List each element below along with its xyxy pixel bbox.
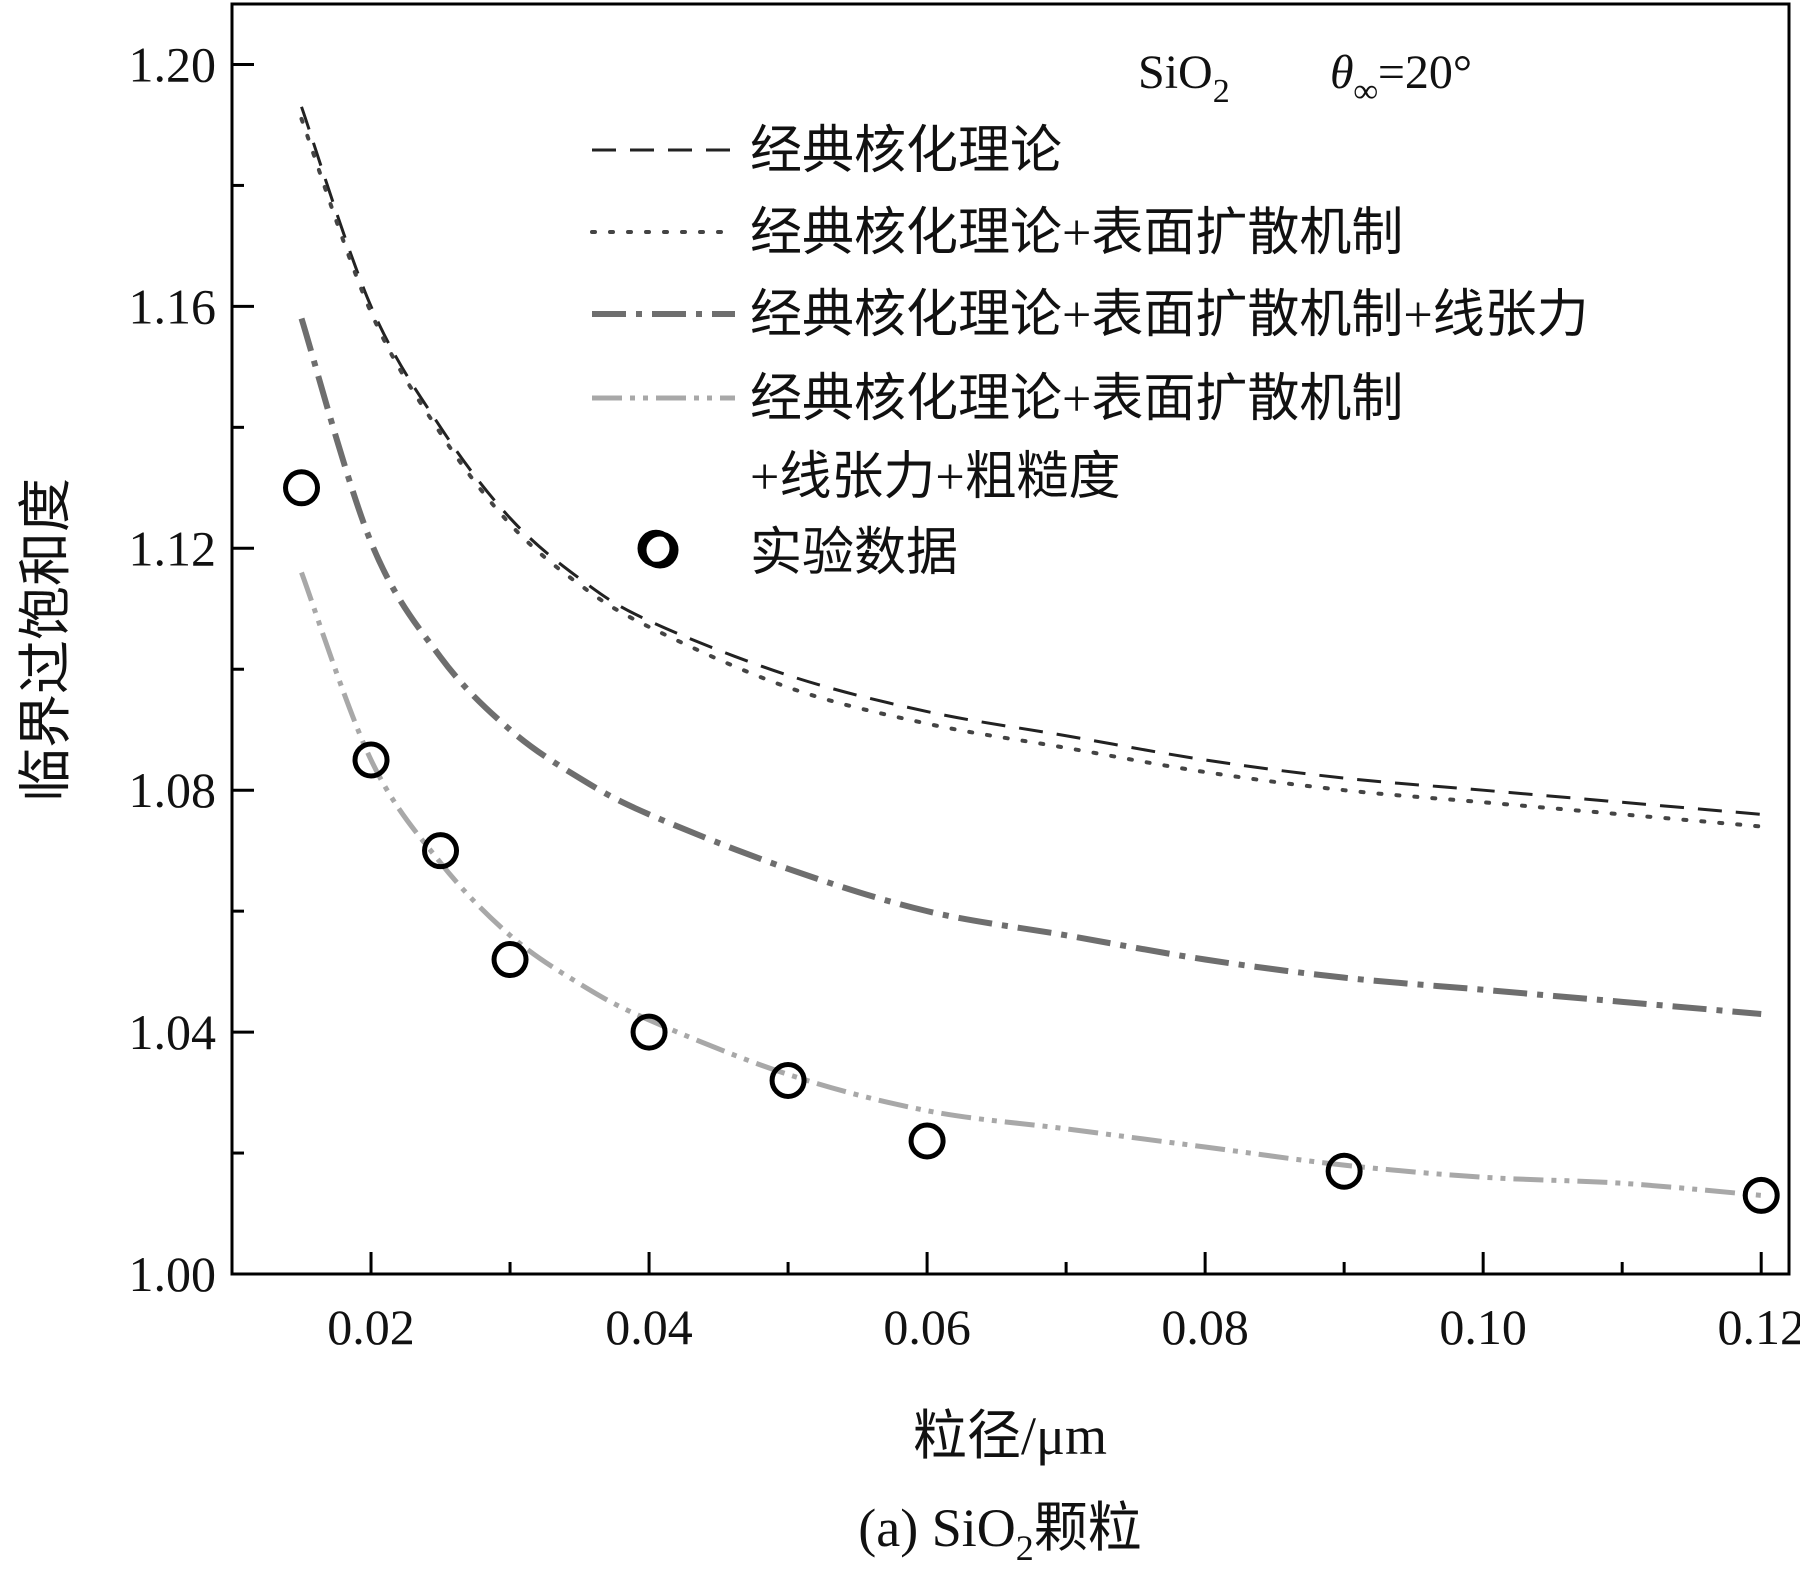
y-tick-label: 1.20	[129, 36, 217, 92]
caption-subscript: 2	[1016, 1528, 1034, 1568]
y-tick-label: 1.16	[129, 278, 217, 334]
x-tick-label: 0.04	[605, 1299, 693, 1355]
data-point	[1325, 1152, 1363, 1190]
x-axis-label: 粒径/μm	[913, 1406, 1107, 1466]
series-layer	[298, 106, 1764, 1198]
y-tick-label: 1.12	[129, 520, 217, 576]
x-tick-label: 0.02	[327, 1299, 415, 1355]
data-point	[283, 469, 321, 507]
x-tick-label: 0.10	[1439, 1299, 1527, 1355]
data-point	[1742, 1176, 1780, 1214]
data-point	[908, 1122, 946, 1160]
y-tick-label: 1.00	[129, 1246, 217, 1302]
angle-subscript: ∞	[1354, 73, 1378, 110]
legend-label-classic: 经典核化理论	[750, 123, 1062, 180]
material-annotation: SiO2	[1138, 46, 1230, 110]
data-point	[769, 1061, 807, 1099]
data-point	[422, 832, 460, 870]
plot-frame	[230, 2, 1791, 1276]
ticks-layer: 1.00 1.04 1.08 1.12 1.16 1.20 0.02 0.04 0.06 0.08…	[129, 36, 1800, 1355]
legend-label-experimental: 实验数据	[750, 525, 958, 582]
y-tick-label: 1.04	[129, 1004, 217, 1060]
legend-label-roughness: 经典核化理论+表面扩散机制	[750, 371, 1403, 428]
material-main: SiO	[1138, 46, 1213, 99]
x-tick-label: 0.06	[883, 1299, 971, 1355]
x-tick-label: 0.08	[1161, 1299, 1249, 1355]
x-tick-label: 0.12	[1717, 1299, 1800, 1355]
caption-suffix: 颗粒	[1034, 1498, 1142, 1558]
caption-prefix: (a) SiO	[858, 1498, 1015, 1558]
legend-marker-experimental	[641, 531, 679, 569]
data-point	[352, 741, 390, 779]
series-line-1	[300, 106, 1762, 816]
angle-value: =20°	[1378, 46, 1472, 99]
angle-theta: θ	[1330, 46, 1354, 99]
data-point	[491, 941, 529, 979]
legend: 经典核化理论 经典核化理论+表面扩散机制 经典核化理论+表面扩散机制+线张力 经…	[590, 123, 1589, 582]
y-axis-label: 临界过饱和度	[16, 478, 76, 802]
legend-label-surface-diffusion: 经典核化理论+表面扩散机制	[750, 205, 1403, 262]
data-point	[630, 1013, 668, 1051]
series-line-4	[299, 571, 1762, 1198]
figure-caption: (a) SiO2颗粒	[858, 1498, 1141, 1568]
series-line-2	[299, 116, 1764, 829]
legend-label-roughness-line2: +线张力+粗糙度	[750, 449, 1121, 506]
angle-annotation: θ∞=20°	[1330, 46, 1472, 110]
y-tick-label: 1.08	[129, 762, 217, 818]
series-line-3	[298, 317, 1762, 1017]
legend-label-line-tension: 经典核化理论+表面扩散机制+线张力	[750, 287, 1589, 344]
material-subscript: 2	[1213, 73, 1230, 110]
